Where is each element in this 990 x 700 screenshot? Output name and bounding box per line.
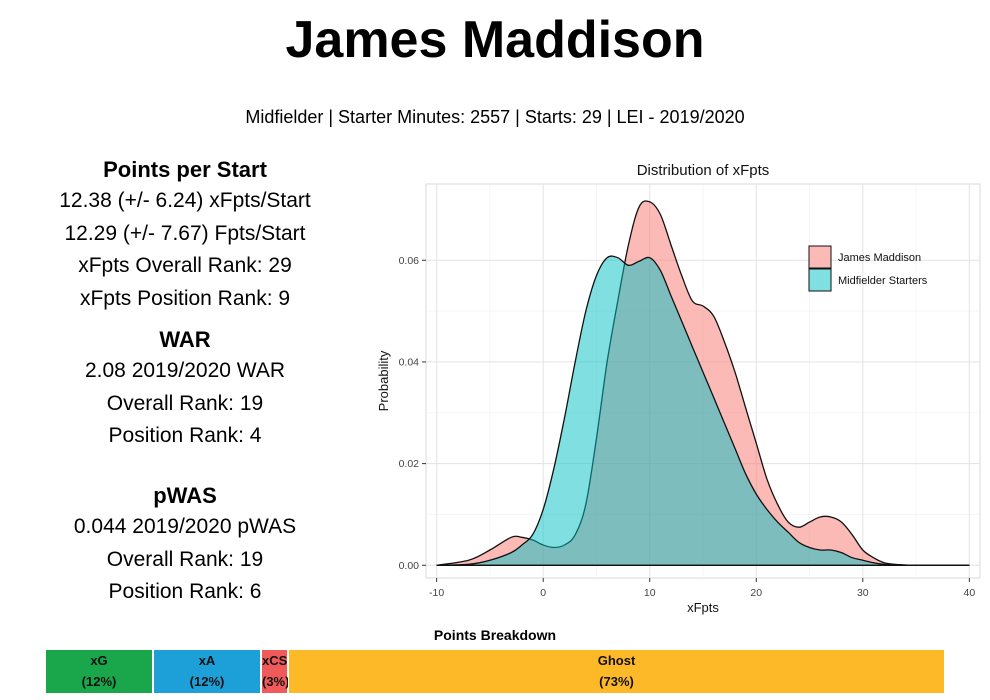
player-name-title: James Maddison: [285, 11, 705, 69]
player-subtitle: Midfielder | Starter Minutes: 2557 | Sta…: [245, 107, 745, 127]
y-axis-label: Probability: [376, 350, 391, 411]
breakdown-label: xG: [90, 653, 108, 668]
points-breakdown-title: Points Breakdown: [433, 627, 557, 643]
x-tick-label: 20: [750, 587, 762, 599]
war-overall-rank: Overall Rank: 19: [106, 391, 264, 415]
density-line-1: [436, 255, 970, 566]
y-tick-label: 0.04: [399, 356, 420, 368]
breakdown-label: xA: [198, 653, 216, 668]
chart-title: Distribution of xFpts: [637, 162, 770, 179]
breakdown-percent: (12%): [81, 674, 117, 689]
x-axis-label: xFpts: [687, 600, 719, 615]
x-tick-label: -10: [429, 587, 444, 599]
breakdown-percent: (73%): [599, 674, 634, 689]
y-tick-label: 0.02: [399, 458, 420, 470]
x-tick-label: 40: [964, 587, 976, 599]
war-position-rank: Position Rank: 4: [108, 424, 262, 447]
pwas-heading: pWAS: [153, 483, 217, 508]
breakdown-percent: (12%): [189, 674, 225, 689]
x-tick-label: 10: [644, 587, 656, 599]
breakdown-label: xCS: [262, 653, 288, 668]
xfpts-density-chart: -10 0 10 20 30 40 0.00 0.02 0.04 0.06 Distribution…: [376, 162, 981, 615]
x-tick-label: 30: [857, 587, 869, 599]
density-area-1: [436, 256, 970, 566]
legend-label-1: Midfielder Starters: [838, 275, 928, 287]
points-per-start-block: Points per Start 12.38 (+/- 6.24) xFpts/…: [20, 155, 350, 315]
breakdown-segment-xg: xG (12%): [45, 649, 153, 694]
legend-key-0: [808, 245, 832, 269]
breakdown-label: Ghost: [597, 653, 636, 668]
breakdown-segment-xcs: xCS (3%): [261, 649, 290, 694]
legend-key-1: [808, 268, 832, 292]
x-tick-label: 0: [540, 587, 546, 599]
war-block: WAR 2.08 2019/2020 WAR Overall Rank: 19 …: [20, 325, 350, 453]
pwas-overall-rank: Overall Rank: 19: [106, 547, 264, 571]
fpts-per-start: 12.29 (+/- 7.67) Fpts/Start: [64, 221, 306, 245]
points-per-start-heading: Points per Start: [103, 157, 267, 182]
y-tick-label: 0.06: [399, 255, 420, 267]
war-value: 2.08 2019/2020 WAR: [84, 359, 286, 382]
breakdown-segment-ghost: Ghost (73%): [288, 649, 945, 694]
pwas-position-rank: Position Rank: 6: [108, 580, 262, 603]
xfpts-per-start: 12.38 (+/- 6.24) xFpts/Start: [59, 189, 311, 212]
xfpts-position-rank: xFpts Position Rank: 9: [79, 286, 291, 310]
legend-label-0: James Maddison: [838, 252, 921, 264]
pwas-value: 0.044 2019/2020 pWAS: [73, 515, 297, 538]
breakdown-segment-xa: xA (12%): [153, 649, 261, 694]
breakdown-percent: (3%): [262, 674, 290, 689]
y-tick-label: 0.00: [399, 560, 420, 572]
war-heading: WAR: [159, 327, 211, 352]
xfpts-overall-rank: xFpts Overall Rank: 29: [78, 254, 292, 277]
pwas-block: pWAS 0.044 2019/2020 pWAS Overall Rank: …: [20, 481, 350, 609]
